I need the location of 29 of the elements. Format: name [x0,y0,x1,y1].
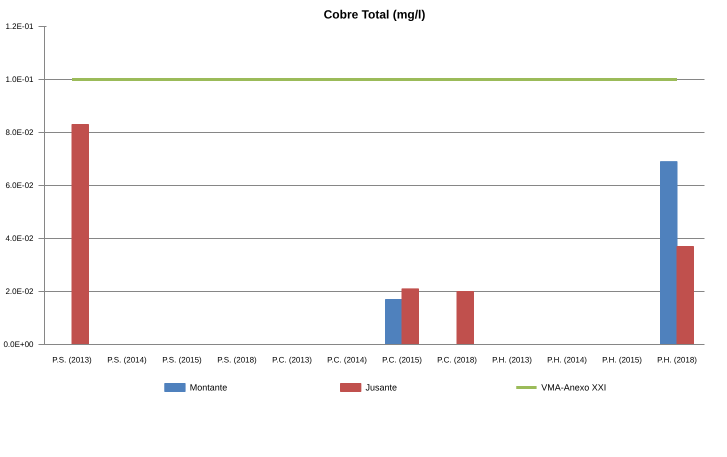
bar [676,246,694,344]
y-tick-label: 2.0E-02 [5,287,34,296]
legend-label: VMA-Anexo XXI [541,382,606,392]
x-tick-label: P.C. (2015) [382,356,422,364]
chart-title: Cobre Total (mg/l) [324,8,426,22]
bar [456,291,474,344]
x-tick-label: P.H. (2018) [657,356,698,364]
x-tick-label: P.H. (2014) [547,356,588,364]
legend-label: Montante [190,382,228,392]
bar [660,161,678,344]
x-tick-label: P.S. (2015) [162,356,202,364]
y-tick-label: 4.0E-02 [5,234,34,243]
y-tick-label: 1.2E-01 [5,22,34,31]
y-tick-label: 8.0E-02 [5,128,34,137]
x-tick-label: P.S. (2013) [52,356,92,364]
x-tick-label: P.S. (2014) [107,356,148,364]
x-tick-label: P.C. (2014) [327,356,368,364]
x-tick-label: P.H. (2015) [602,356,642,364]
legend-label: Jusante [365,382,398,392]
y-tick-label: 1.0E-01 [5,75,34,84]
x-tick-label: P.C. (2018) [437,356,478,364]
y-tick-label: 6.0E-02 [5,181,34,190]
x-tick-label: P.H. (2013) [492,356,532,364]
x-tick-label: P.C. (2013) [272,356,312,364]
bar [72,124,89,344]
bar [385,298,402,344]
x-tick-label: P.S. (2018) [217,356,258,364]
bar [402,288,419,344]
y-tick-label: 0.0E+00 [3,340,34,349]
